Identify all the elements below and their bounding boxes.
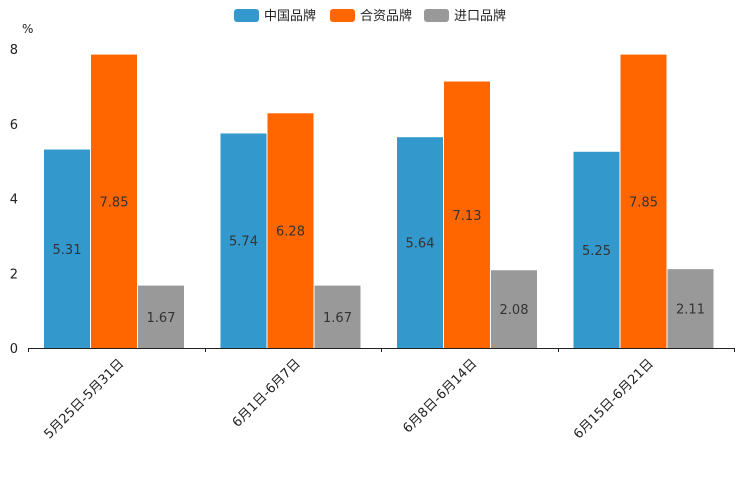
legend-label: 进口品牌 bbox=[454, 8, 506, 24]
legend-label: 中国品牌 bbox=[264, 8, 316, 24]
y-axis: 0 2 4 6 8 bbox=[10, 43, 18, 357]
bar bbox=[314, 285, 361, 348]
y-tick-label: 2 bbox=[10, 267, 18, 282]
legend-item[interactable]: 进口品牌 bbox=[424, 8, 506, 24]
value-labels: 5.31 7.85 1.67 5.74 6.28 1.67 5.64 7.13 2.08 5.25… bbox=[53, 195, 705, 325]
legend-item[interactable]: 中国品牌 bbox=[234, 8, 316, 24]
bars bbox=[44, 54, 714, 349]
x-tick-label: 5月25日-5月31日 bbox=[42, 356, 128, 442]
bar bbox=[267, 113, 314, 348]
x-tick-label: 6月15日-6月21日 bbox=[571, 356, 657, 442]
bar bbox=[444, 81, 490, 349]
legend-swatch bbox=[234, 9, 259, 22]
y-tick-label: 4 bbox=[10, 193, 18, 208]
data-label: 7.85 bbox=[629, 195, 658, 210]
bar bbox=[573, 151, 620, 348]
data-label: 2.11 bbox=[676, 303, 705, 318]
bar bbox=[44, 149, 90, 348]
legend-label: 合资品牌 bbox=[360, 8, 412, 24]
legend-swatch bbox=[424, 9, 449, 22]
legend-item[interactable]: 合资品牌 bbox=[330, 8, 412, 24]
bar bbox=[138, 285, 184, 348]
x-tick-label: 6月8日-6月14日 bbox=[400, 356, 480, 436]
legend-swatch bbox=[330, 9, 355, 22]
y-tick-label: 6 bbox=[10, 118, 18, 133]
bar bbox=[220, 133, 267, 348]
y-axis-unit-label: % bbox=[22, 22, 33, 36]
data-label: 1.67 bbox=[147, 311, 176, 326]
data-label: 6.28 bbox=[276, 225, 305, 240]
data-label: 2.08 bbox=[500, 303, 529, 318]
data-label: 7.85 bbox=[100, 195, 129, 210]
data-label: 5.25 bbox=[582, 244, 611, 259]
bar bbox=[91, 54, 137, 348]
data-label: 1.67 bbox=[323, 311, 352, 326]
x-axis: 5月25日-5月31日 6月1日-6月7日 6月8日-6月14日 6月15日-6月21… bbox=[28, 348, 735, 442]
legend: 中国品牌 合资品牌 进口品牌 bbox=[234, 8, 506, 24]
bar bbox=[397, 137, 443, 348]
bar bbox=[667, 269, 714, 348]
x-tick-label: 6月1日-6月7日 bbox=[230, 356, 304, 430]
y-tick-label: 8 bbox=[10, 43, 18, 58]
bar bbox=[620, 54, 667, 348]
bar bbox=[491, 270, 537, 348]
data-label: 7.13 bbox=[453, 209, 482, 224]
data-label: 5.31 bbox=[53, 243, 82, 258]
data-label: 5.64 bbox=[406, 237, 435, 252]
y-tick-label: 0 bbox=[10, 342, 18, 357]
data-label: 5.74 bbox=[229, 235, 258, 250]
